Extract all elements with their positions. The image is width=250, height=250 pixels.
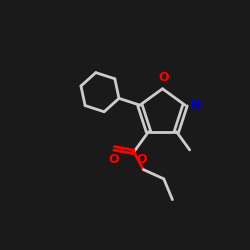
Text: O: O [109,153,120,166]
Text: O: O [137,153,147,166]
Text: N: N [190,99,201,112]
Text: O: O [158,71,169,84]
